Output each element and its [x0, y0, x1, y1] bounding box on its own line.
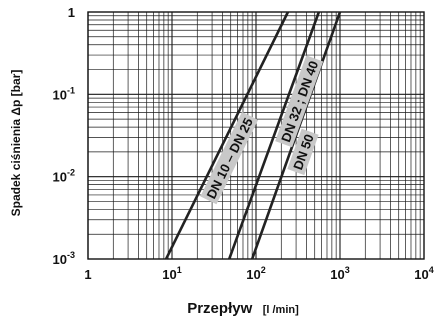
series-label-background [200, 111, 259, 205]
x-tick-label: 101 [162, 265, 181, 282]
series-line-1 [164, 11, 290, 260]
y-tick-label: 10-3 [53, 250, 75, 267]
series-line-2 [228, 11, 321, 260]
tick-labels: 1 101 102 103 104 1 10-1 10-2 10-3 [53, 5, 434, 282]
y-axis-title: Spadek ciśnienia Δp [bar] [9, 70, 23, 217]
x-tick-label: 103 [330, 265, 349, 282]
y-tick-label: 1 [68, 5, 75, 20]
x-tick-label: 104 [414, 265, 433, 282]
series-label-background [287, 128, 319, 176]
x-tick-label: 102 [246, 265, 265, 282]
x-tick-label: 1 [84, 267, 91, 282]
x-axis-title: Przepływ [l /min] [187, 300, 299, 317]
y-tick-label: 10-2 [53, 168, 75, 185]
series-label-group-1: DN 10 – DN 25 [200, 111, 259, 205]
y-tick-label: 10-1 [53, 85, 75, 102]
series-label-background [275, 55, 324, 148]
grid [87, 11, 425, 260]
axis-titles: Przepływ [l /min] Spadek ciśnienia Δp [b… [9, 70, 299, 317]
plot-frame [87, 11, 425, 260]
